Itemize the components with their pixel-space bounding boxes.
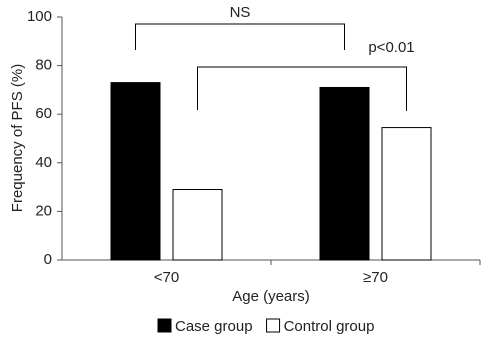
annotation: NS bbox=[230, 4, 251, 21]
y-axis-label: Frequency of PFS (%) bbox=[9, 64, 26, 212]
annotation: p<0.01 bbox=[368, 39, 414, 56]
y-tick-label: 60 bbox=[35, 105, 52, 122]
y-tick-label: 20 bbox=[35, 202, 52, 219]
y-tick-label: 100 bbox=[27, 8, 52, 25]
legend-swatch bbox=[157, 318, 172, 333]
y-tick-label: 40 bbox=[35, 154, 52, 171]
x-tick-label: <70 bbox=[154, 269, 179, 286]
x-axis-label: Age (years) bbox=[232, 288, 310, 305]
legend-swatch bbox=[266, 318, 281, 333]
bar bbox=[110, 82, 161, 261]
significance-bracket bbox=[197, 66, 407, 111]
significance-bracket bbox=[135, 23, 345, 50]
bar bbox=[172, 189, 223, 261]
bar bbox=[319, 86, 370, 261]
y-tick-label: 0 bbox=[44, 251, 52, 268]
bar bbox=[381, 127, 432, 261]
x-tick-label: ≥70 bbox=[363, 269, 388, 286]
legend-label: Case group bbox=[175, 318, 253, 335]
legend-label: Control group bbox=[284, 318, 375, 335]
y-tick-label: 80 bbox=[35, 57, 52, 74]
